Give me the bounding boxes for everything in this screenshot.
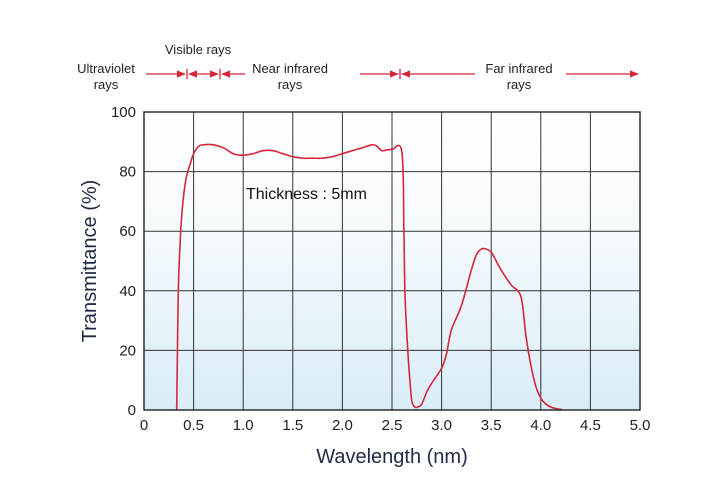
y-tick-label: 40 [119,283,136,300]
x-tick-label: 0 [140,417,148,434]
thickness-annotation: Thickness : 5mm [246,186,367,203]
x-tick-label: 3.0 [431,417,452,434]
band-label-visible: Visible rays [165,42,232,57]
y-tick-label: 80 [119,164,136,181]
y-tick-label: 20 [119,342,136,359]
x-tick-label: 2.0 [332,417,353,434]
band-label-ultraviolet-1: Ultraviolet [77,61,135,76]
plot-frame [143,111,641,411]
band-label-near-infrared-2: rays [278,77,303,92]
x-tick-label: 3.5 [481,417,502,434]
transmittance-curve [175,143,563,411]
x-tick-label: 0.5 [183,417,204,434]
band-label-far-infrared-2: rays [507,77,532,92]
series-group [175,143,563,411]
band-separators [186,69,401,79]
x-tick-label: 5.0 [630,417,651,434]
y-tick-label: 60 [119,223,136,240]
x-tick-label: 2.5 [382,417,403,434]
x-tick-label: 4.0 [530,417,551,434]
y-tick-label: 0 [128,402,136,419]
band-label-far-infrared-1: Far infrared [485,61,552,76]
band-label-near-infrared-1: Near infrared [252,61,328,76]
grid-lines [144,112,640,410]
band-label-ultraviolet-2: rays [94,77,119,92]
y-axis-title: Transmittance (%) [79,180,101,343]
tick-labels: 0 0.5 1.0 1.5 2.0 2.5 3.0 3.5 4.0 4.5 5.0 0 20 40 60 80… [111,104,650,434]
x-tick-label: 1.0 [233,417,254,434]
x-axis-title: Wavelength (nm) [316,446,468,468]
y-tick-label: 100 [111,104,136,121]
x-tick-label: 4.5 [580,417,601,434]
x-tick-label: 1.5 [282,417,303,434]
